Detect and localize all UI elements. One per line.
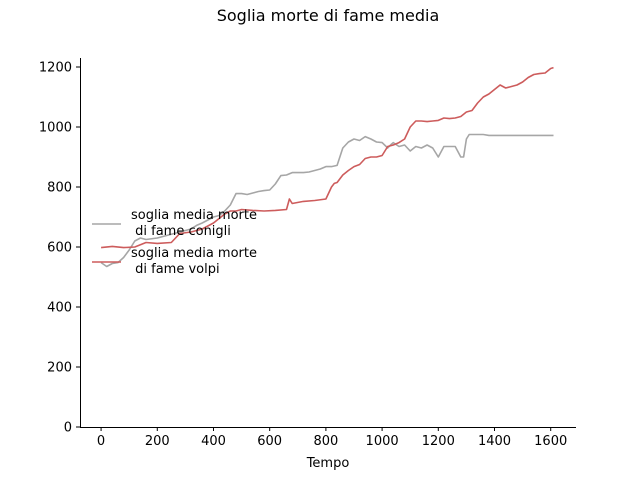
y-tick-label: 200 bbox=[47, 361, 72, 376]
legend-label-0: soglia media morte di fame conigli bbox=[131, 208, 257, 239]
y-tick-label: 0 bbox=[64, 421, 72, 436]
x-tick-label: 1600 bbox=[534, 434, 567, 449]
y-tick-label: 400 bbox=[47, 301, 72, 316]
x-tick-label: 800 bbox=[313, 434, 338, 449]
x-tick-label: 400 bbox=[201, 434, 226, 449]
x-tick-label: 200 bbox=[145, 434, 170, 449]
x-axis-label: Tempo bbox=[306, 456, 350, 471]
plot-lines bbox=[100, 66, 554, 268]
x-tick-label: 600 bbox=[257, 434, 282, 449]
legend-label-1: soglia media morte di fame volpi bbox=[131, 246, 257, 277]
chart-title: Soglia morte di fame media bbox=[217, 6, 440, 25]
y-ticks: 0 200 400 600 800 1000 1200 bbox=[39, 61, 80, 436]
x-tick-label: 1000 bbox=[366, 434, 399, 449]
y-tick-label: 800 bbox=[47, 181, 72, 196]
x-ticks: 0 200 400 600 800 1000 1200 1400 1600 bbox=[97, 427, 567, 449]
y-tick-label: 1200 bbox=[39, 61, 72, 76]
x-tick-label: 1400 bbox=[478, 434, 511, 449]
axes bbox=[80, 58, 576, 428]
x-tick-label: 0 bbox=[97, 434, 105, 449]
legend: soglia media morte di fame conigli soglia… bbox=[92, 208, 257, 277]
x-tick-label: 1200 bbox=[422, 434, 455, 449]
series-line-1 bbox=[101, 66, 554, 249]
y-tick-label: 600 bbox=[47, 241, 72, 256]
y-tick-label: 1000 bbox=[39, 121, 72, 136]
series-line-0 bbox=[100, 133, 554, 268]
